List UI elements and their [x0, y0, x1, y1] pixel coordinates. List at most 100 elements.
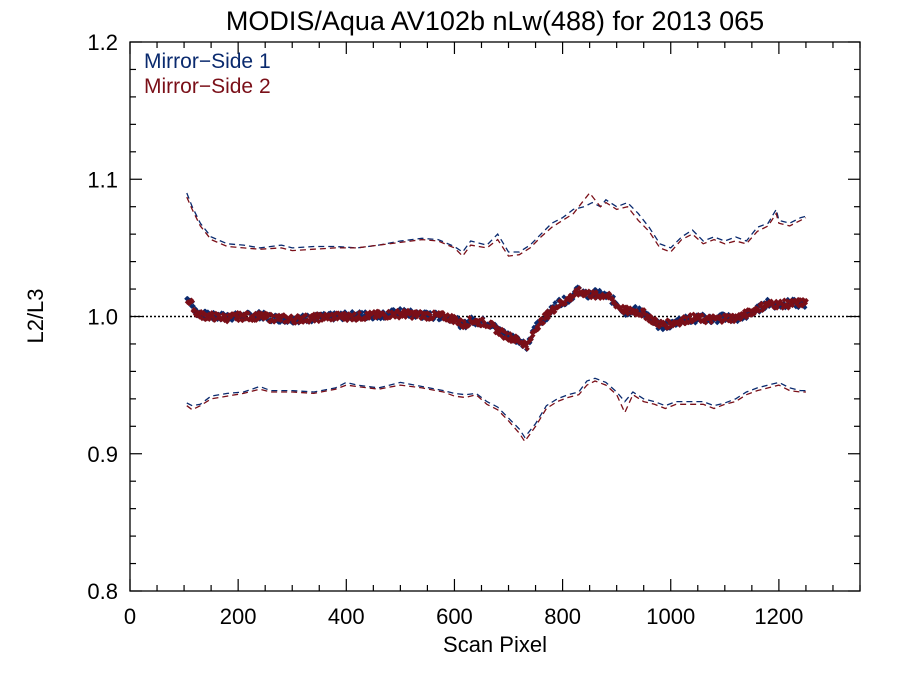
data-point [234, 314, 240, 320]
data-point [605, 295, 611, 301]
data-point [621, 307, 628, 313]
y-tick-label: 1.2 [87, 30, 118, 55]
data-point [545, 315, 551, 321]
data-point [310, 314, 316, 321]
data-point [574, 288, 580, 294]
x-tick-label: 800 [544, 604, 581, 629]
data-point [542, 316, 548, 322]
data-point [552, 300, 558, 306]
data-point [713, 316, 719, 322]
data-point [544, 308, 551, 314]
data-point [452, 318, 458, 324]
data-point [533, 320, 539, 326]
series-1-upper-bound [186, 192, 807, 253]
x-axis-label: Scan Pixel [443, 632, 547, 657]
data-point [506, 336, 512, 342]
data-point [269, 313, 276, 319]
data-point [330, 317, 336, 323]
data-point [598, 294, 604, 300]
data-point [682, 317, 688, 323]
data-point [698, 319, 704, 325]
data-point [500, 330, 506, 336]
data-point [692, 320, 698, 326]
data-point [515, 336, 521, 342]
data-point [803, 297, 809, 304]
data-point [682, 321, 688, 327]
data-point [632, 303, 638, 310]
data-point [639, 313, 645, 319]
data-point [575, 292, 581, 298]
data-point [503, 335, 509, 341]
data-point [742, 308, 748, 314]
data-point [303, 312, 309, 318]
data-point [665, 325, 671, 331]
data-point [463, 324, 469, 330]
data-point [297, 316, 303, 322]
data-point [402, 314, 409, 320]
data-point [539, 315, 545, 322]
data-point [210, 314, 216, 320]
data-point [396, 315, 402, 321]
data-point [493, 326, 500, 333]
data-point [788, 300, 794, 306]
data-point [687, 312, 693, 318]
data-point [761, 305, 767, 311]
data-point [351, 311, 358, 317]
data-point [407, 311, 413, 318]
series-2-upper-bound [186, 191, 807, 258]
data-point [678, 320, 684, 326]
data-point [540, 320, 547, 326]
data-point [370, 316, 376, 322]
data-point [237, 310, 243, 316]
data-point [549, 304, 555, 310]
data-point [205, 315, 211, 321]
data-point [443, 317, 449, 323]
data-point [593, 289, 599, 295]
data-point [802, 304, 808, 311]
data-point [528, 336, 534, 342]
data-point [653, 322, 659, 328]
y-tick-label: 0.8 [87, 579, 118, 604]
data-point [663, 322, 669, 328]
data-point [647, 313, 654, 319]
data-point [456, 318, 462, 324]
data-point [476, 317, 482, 323]
data-point [741, 310, 747, 316]
data-point [346, 311, 352, 317]
data-point [576, 285, 582, 291]
x-tick-label: 400 [328, 604, 365, 629]
data-point [245, 310, 251, 316]
data-point [324, 313, 330, 319]
data-point [785, 298, 791, 304]
data-point [588, 295, 594, 301]
data-point [281, 316, 287, 322]
data-point [688, 317, 694, 323]
data-point [641, 307, 647, 313]
data-point [437, 313, 444, 319]
data-point [446, 316, 452, 323]
data-point [663, 319, 669, 325]
data-point [391, 311, 397, 317]
data-point [318, 312, 324, 318]
series-1-lower-bound [186, 377, 806, 439]
data-point [318, 314, 324, 321]
x-tick-label: 1000 [646, 604, 695, 629]
data-point [321, 314, 327, 320]
data-point [252, 310, 259, 316]
data-point [248, 316, 254, 322]
data-point [655, 319, 661, 325]
data-point [507, 331, 513, 337]
data-point [796, 303, 802, 309]
data-point [797, 297, 804, 303]
y-tick-label: 1.0 [87, 305, 118, 330]
data-point [380, 310, 386, 316]
data-point [666, 318, 672, 324]
data-point [622, 312, 629, 318]
data-point [589, 292, 595, 298]
data-point [717, 314, 723, 320]
data-point [314, 311, 320, 317]
data-point [464, 319, 471, 325]
data-point [281, 312, 287, 318]
x-tick-label: 0 [124, 604, 136, 629]
